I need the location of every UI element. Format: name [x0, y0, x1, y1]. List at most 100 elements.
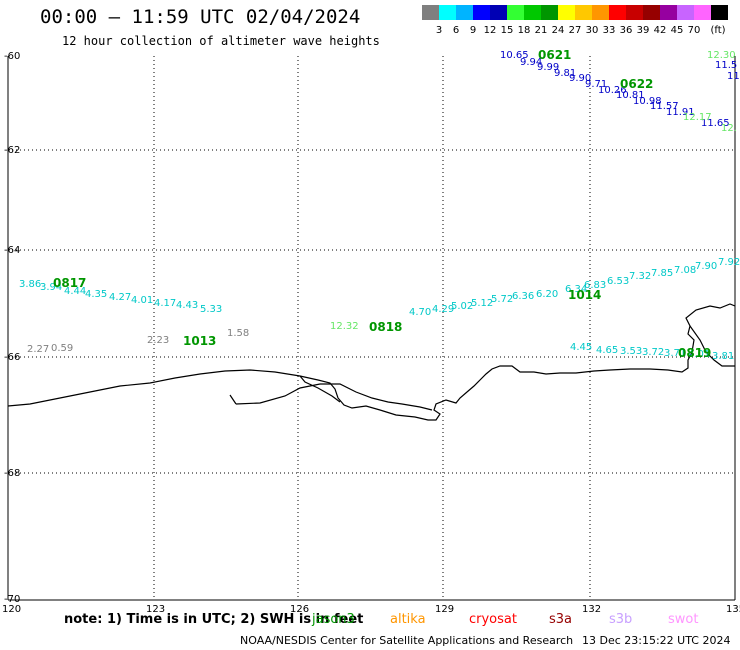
colorbar-tick-label: 45: [670, 25, 684, 36]
colorbar-swatch: [677, 5, 694, 20]
lon-label: 132: [582, 604, 602, 615]
colorbar-swatch: [541, 5, 558, 20]
wave-height-value: 3.72: [642, 347, 665, 358]
colorbar-swatch: [558, 5, 575, 20]
footer-note: note: 1) Time is in UTC; 2) SWH is in fe…: [64, 612, 364, 627]
wave-height-value: 5.12: [471, 298, 494, 309]
colorbar-tick-label: 6: [452, 25, 460, 36]
lat-label: -62: [4, 145, 21, 156]
wave-height-value: 4.65: [596, 345, 619, 356]
colorbar-swatch: [694, 5, 711, 20]
wave-height-value: 3.71: [664, 348, 687, 359]
satellite-legend-altika: altika: [390, 612, 426, 627]
colorbar-swatch: [711, 5, 728, 20]
colorbar-swatch: [524, 5, 541, 20]
colorbar-swatch: [490, 5, 507, 20]
wave-height-value: 2.27: [27, 344, 50, 355]
wave-height-value: 4.01: [688, 349, 711, 360]
colorbar-tick-label: 36: [619, 25, 633, 36]
wave-height-value: 3.53: [620, 346, 643, 357]
pass-time: 0621: [538, 48, 572, 62]
wave-height-value: 6.53: [607, 276, 630, 287]
lon-label: 129: [435, 604, 455, 615]
colorbar-tick-label: 42: [653, 25, 667, 36]
colorbar-swatch: [609, 5, 626, 20]
wave-height-value: 7.92: [718, 257, 740, 268]
pass-time: 0622: [620, 77, 654, 91]
colorbar-swatch: [507, 5, 524, 20]
wave-height-value: 4.01: [131, 295, 154, 306]
colorbar-tick-label: 27: [568, 25, 582, 36]
colorbar-swatch: [626, 5, 643, 20]
lat-label: -60: [4, 51, 21, 62]
wave-height-value: 7.90: [695, 261, 718, 272]
map-frame: [7, 56, 736, 601]
coastline-inner: [229, 325, 735, 411]
colorbar-tick-label: 33: [602, 25, 616, 36]
wave-height-value: 0.59: [51, 343, 74, 354]
colorbar-tick-label: 12: [483, 25, 497, 36]
pass-time: 1013: [183, 334, 217, 348]
wave-height-value: 6.20: [536, 289, 559, 300]
generated-timestamp: 13 Dec 23:15:22 UTC 2024: [582, 634, 731, 647]
wave-height-value: 5.33: [200, 304, 223, 315]
wave-height-value: 4.45: [570, 342, 593, 353]
wave-height-value: 2.23: [147, 335, 170, 346]
wave-height-value: 12.30: [707, 50, 736, 61]
graticule: [8, 56, 735, 600]
wave-height-value: 11.5: [715, 60, 738, 71]
wave-height-value: 9.90: [569, 73, 592, 84]
pass-time: 0818: [369, 320, 403, 334]
lon-label: 126: [290, 604, 310, 615]
wave-height-value: 7.85: [651, 268, 674, 279]
satellite-legend-jason3: jason3: [312, 612, 355, 627]
wave-height-value: 9.71: [585, 79, 608, 90]
wave-height-value: 10.98: [633, 96, 662, 107]
wave-height-value: 4.29: [432, 304, 455, 315]
colorbar-tick-label: 70: [687, 25, 701, 36]
wave-height-value: 7.32: [629, 271, 652, 282]
wave-height-value: 4.17: [154, 298, 177, 309]
wave-height-value: 4.27: [109, 292, 132, 303]
wave-height-value: 5.72: [491, 294, 514, 305]
wave-height-value: 4.43: [176, 300, 199, 311]
colorbar-swatch: [439, 5, 456, 20]
lat-label: -70: [4, 594, 21, 605]
pass-time: 0817: [53, 276, 87, 290]
colorbar-units: (ft): [710, 25, 726, 36]
wave-height-value: 11.91: [666, 107, 695, 118]
wave-height-value: 10.81: [616, 90, 645, 101]
colorbar-tick-label: 9: [469, 25, 477, 36]
colorbar-swatch: [575, 5, 592, 20]
wave-height-value: 10.65: [500, 50, 529, 61]
wave-height-value: 7.08: [674, 265, 697, 276]
satellite-legend-swot: swot: [668, 612, 699, 627]
colorbar-tick-label: 15: [500, 25, 514, 36]
wave-height-value: 10.26: [598, 85, 627, 96]
wave-height-value: 4.44: [64, 286, 87, 297]
wave-height-value: 6.34: [565, 284, 588, 295]
colorbar-swatch: [660, 5, 677, 20]
wave-height-value: 3.81: [712, 351, 735, 362]
lat-label: -64: [4, 245, 21, 256]
map-title: 00:00 – 11:59 UTC 02/04/2024: [40, 6, 361, 28]
wave-height-value: 9.81: [554, 68, 577, 79]
colorbar-tick-label: 3: [435, 25, 443, 36]
wave-height-value: 1.58: [227, 328, 250, 339]
lon-label: 120: [2, 604, 22, 615]
colorbar-tick-label: 24: [551, 25, 565, 36]
colorbar-swatch: [473, 5, 490, 20]
lon-label: 123: [146, 604, 166, 615]
wave-height-value: 6.36: [512, 291, 535, 302]
colorbar-swatch: [456, 5, 473, 20]
wave-height-value: 4.35: [85, 289, 108, 300]
satellite-legend-cryosat: cryosat: [469, 612, 517, 627]
lat-label: -66: [4, 352, 21, 363]
wave-height-value: 12.17: [683, 112, 712, 123]
wave-height-value: 12.: [721, 123, 737, 134]
wave-height-value: 4.70: [409, 307, 432, 318]
antarctic-coastline: [7, 303, 736, 421]
wave-height-value: 12.32: [330, 321, 359, 332]
colorbar-tick-label: 18: [517, 25, 531, 36]
